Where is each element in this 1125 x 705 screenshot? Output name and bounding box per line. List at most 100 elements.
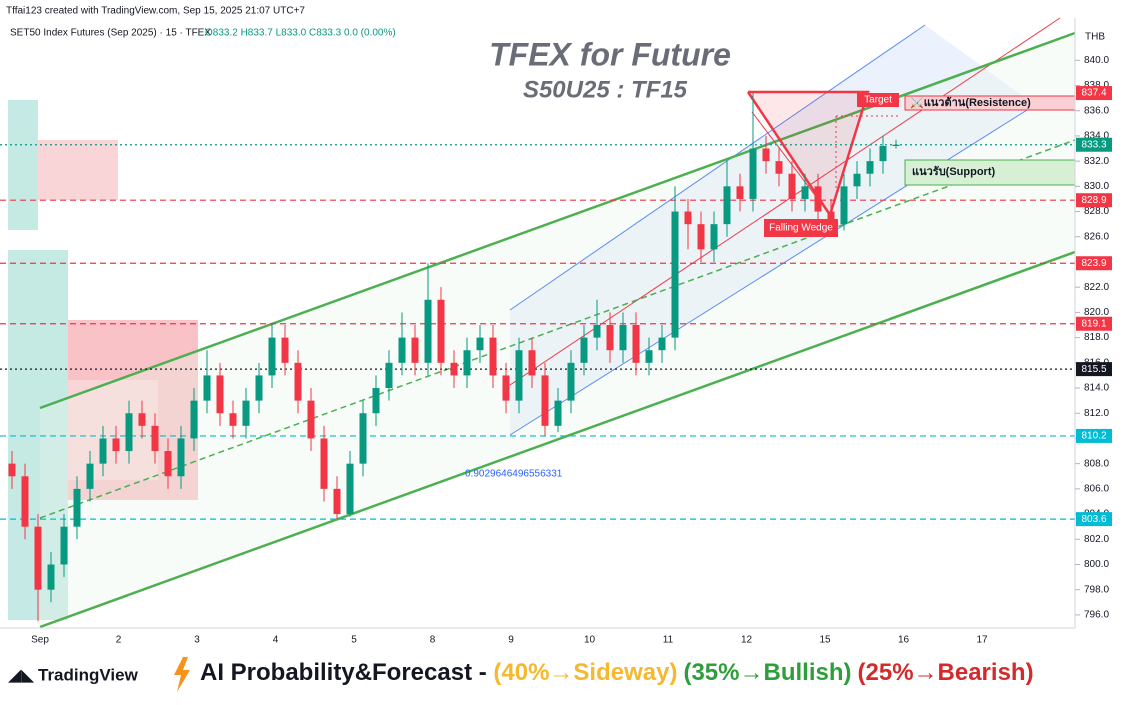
candle-body — [515, 350, 523, 401]
x-tick-label: 17 — [976, 635, 988, 646]
y-tick-label: 808.0 — [1084, 458, 1109, 469]
candle-body — [86, 463, 94, 489]
pattern-box — [764, 219, 838, 237]
candle-body — [398, 337, 406, 363]
candle-body — [242, 400, 250, 426]
level-label: 823.9 — [1081, 258, 1106, 269]
target-box — [857, 93, 899, 107]
candle-body — [619, 325, 627, 351]
candle-body — [450, 362, 458, 376]
level-tag — [1076, 137, 1112, 152]
candle-body — [697, 224, 705, 250]
candle-body — [73, 488, 81, 527]
candle-body — [593, 325, 601, 338]
candle-body — [853, 173, 861, 187]
footer-headline: AI Probability&Forecast - (40%→Sideway)(… — [200, 659, 1034, 686]
candle-body — [216, 375, 224, 414]
candle-body — [606, 325, 614, 351]
pattern-label: Falling Wedge — [769, 223, 833, 234]
y-tick-label: 814.0 — [1084, 383, 1109, 394]
bearish: (25%→Bearish) — [858, 659, 1034, 686]
trend-upper — [39, 31, 1076, 410]
candle-body — [840, 186, 848, 225]
price-axis — [1075, 18, 1125, 648]
level-label: 810.2 — [1081, 431, 1106, 442]
support-label: แนวรับ(Support) — [912, 165, 995, 178]
x-tick-label: 15 — [819, 635, 831, 646]
trend-lower — [39, 250, 1076, 629]
level-tag — [1076, 512, 1112, 527]
candle-body — [125, 413, 133, 452]
y-tick-label: 832.0 — [1084, 156, 1109, 167]
y-tick-label: 830.0 — [1084, 181, 1109, 192]
candle-body — [255, 375, 263, 401]
level-tag — [1076, 428, 1112, 443]
brand-logo: ◢◣ — [8, 665, 35, 684]
candle-body — [489, 337, 497, 376]
trend-mid — [39, 139, 1076, 519]
x-tick-label: 10 — [584, 635, 596, 646]
y-tick-label: 800.0 — [1084, 559, 1109, 570]
footer — [0, 650, 1125, 700]
candle-body — [281, 337, 289, 363]
candle-body — [268, 337, 276, 376]
lightning-icon — [174, 657, 190, 692]
level-tag — [1076, 86, 1112, 101]
candle-body — [684, 211, 692, 225]
symbol: SET50 Index Futures (Sep 2025) · 15 · TF… — [10, 28, 211, 39]
level-label: 833.3 — [1081, 139, 1106, 150]
level-tag — [1076, 193, 1112, 208]
y-tick-label: 820.0 — [1084, 307, 1109, 318]
y-tick-label: 836.0 — [1084, 105, 1109, 116]
candle-body — [151, 425, 159, 452]
candle-body — [723, 186, 731, 225]
y-tick-label: 840.0 — [1084, 55, 1109, 66]
candle-body — [333, 488, 341, 515]
candle-body — [177, 438, 185, 477]
candle-body — [424, 299, 432, 363]
x-tick-label: 16 — [898, 635, 910, 646]
x-tick-label: 9 — [508, 635, 514, 646]
candle-body — [8, 463, 16, 477]
ohlc: O833.2 H833.7 L833.0 C833.3 0.0 (0.00%) — [205, 28, 396, 39]
y-tick-label: 818.0 — [1084, 332, 1109, 343]
y-tick-label: 812.0 — [1084, 408, 1109, 419]
candle-body — [411, 337, 419, 363]
level-label: 828.9 — [1081, 195, 1106, 206]
level-tag — [1076, 256, 1112, 271]
x-tick-label: 3 — [194, 635, 200, 646]
level-label: 815.5 — [1081, 364, 1106, 375]
candle-body — [99, 438, 107, 464]
candle-body — [320, 438, 328, 489]
candle-body — [632, 325, 640, 363]
level-label: 803.6 — [1081, 514, 1106, 525]
candle-body — [554, 400, 562, 426]
candle-body — [580, 337, 588, 363]
wedge — [746, 90, 870, 218]
y-tick-label: 798.0 — [1084, 584, 1109, 595]
chart-title: TFEX for Future — [489, 36, 731, 72]
candle-body — [788, 173, 796, 199]
candle-body — [346, 463, 354, 515]
headline: AI Probability&Forecast - — [200, 659, 493, 686]
candle-body — [229, 413, 237, 426]
candle-body — [164, 451, 172, 477]
candle-body — [866, 161, 874, 174]
fib-label: 0.9029646496556331 — [465, 469, 563, 480]
candle-body — [567, 362, 575, 401]
candle-body — [658, 337, 666, 351]
candle-body — [814, 186, 822, 212]
candle-body — [34, 526, 42, 590]
candle-body — [307, 400, 315, 439]
candle-body — [710, 224, 718, 250]
y-tick-label: 806.0 — [1084, 484, 1109, 495]
candle-body — [476, 337, 484, 351]
y-tick-label: 802.0 — [1084, 534, 1109, 545]
candle-body — [749, 148, 757, 199]
x-tick-label: 2 — [116, 635, 122, 646]
level-tag — [1076, 362, 1112, 377]
level-label: 837.4 — [1081, 88, 1106, 99]
candle-body — [645, 350, 653, 363]
level-label: 819.1 — [1081, 318, 1106, 329]
